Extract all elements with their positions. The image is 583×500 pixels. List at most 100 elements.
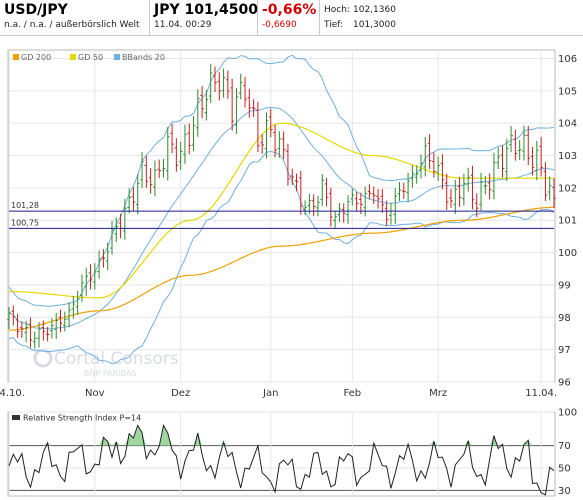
candle: [522, 125, 526, 161]
candle: [311, 194, 316, 217]
price-tick-label: 102: [558, 183, 577, 194]
chart-legend: GD 200 GD 50 BBands 20: [13, 53, 165, 62]
candle: [200, 85, 204, 119]
candle: [71, 295, 76, 319]
candle: [410, 165, 415, 188]
watermark-subtitle: BNP PARIBAS: [84, 369, 137, 378]
candle: [153, 160, 157, 197]
candle: [380, 188, 385, 213]
watermark-logo: [33, 348, 53, 368]
candle: [517, 140, 522, 160]
candle: [80, 274, 84, 302]
change-cell: -0,66% -0,6690: [258, 0, 320, 36]
candle: [144, 155, 149, 188]
price-tick-label: 104: [558, 119, 577, 130]
candle: [543, 162, 548, 202]
legend-swatch: [70, 54, 76, 60]
price-chart: Cortal Consors BNP PARIBAS 101,28100,75 …: [0, 49, 577, 399]
legend-label: GD 50: [78, 53, 103, 62]
candle: [526, 125, 531, 166]
time-axis: 14.10. Nov Dez Jan Feb Mrz 11.04.: [0, 388, 557, 399]
candle: [273, 124, 277, 158]
candle: [286, 143, 290, 186]
candle: [114, 217, 119, 242]
candle: [54, 312, 59, 340]
candle: [341, 203, 346, 223]
watermark: Cortal Consors BNP PARIBAS: [33, 348, 179, 378]
price-tick-label: 97: [558, 345, 571, 356]
market-label: n.a. / n.a. / außerbörslich Welt: [4, 20, 140, 30]
candlesticks: [7, 63, 556, 349]
candle: [397, 181, 402, 201]
candle: [290, 168, 295, 185]
price-value: JPY 101,4500: [154, 2, 258, 18]
rsi-tick-label: 100: [558, 408, 577, 419]
price-tick-label: 101: [558, 216, 577, 227]
candle: [303, 200, 307, 216]
candle: [37, 322, 41, 348]
candle: [299, 170, 303, 215]
candle: [213, 66, 217, 93]
low-label: Tief:: [324, 20, 344, 30]
candle: [50, 318, 54, 339]
price-datetime: 11.04. 00:29: [154, 20, 212, 30]
candle: [28, 317, 33, 348]
watermark-title: Cortal Consors: [54, 349, 179, 369]
candle: [238, 73, 243, 100]
price-tick-label: 100: [558, 248, 577, 259]
bband-upper: [8, 54, 555, 307]
candle: [217, 72, 222, 101]
candle: [487, 173, 492, 200]
reference-lines: 101,28 100,75: [9, 201, 554, 229]
candle: [127, 188, 131, 214]
candle: [535, 140, 539, 181]
candle: [539, 137, 543, 177]
candle: [67, 302, 71, 328]
candle: [530, 146, 535, 176]
candle: [419, 154, 423, 179]
candle: [251, 99, 256, 117]
price-tick-label: 99: [558, 280, 571, 291]
reference-line-label: 100,75: [11, 218, 39, 227]
rsi-axis: 30 50 70 100: [558, 408, 577, 497]
candle: [466, 167, 470, 192]
candle: [432, 152, 436, 178]
candle: [333, 210, 337, 228]
candle: [131, 187, 136, 211]
quote-header: USD/JPY n.a. / n.a. / außerbörslich Welt…: [0, 0, 583, 36]
candle: [440, 154, 445, 190]
candle: [449, 188, 453, 208]
rsi-legend-swatch: [12, 415, 20, 420]
candle: [504, 138, 509, 182]
candle: [157, 159, 161, 179]
candle: [165, 127, 170, 181]
candle: [110, 220, 114, 255]
price-grid: [8, 52, 554, 383]
candle: [376, 188, 380, 209]
candle: [226, 70, 230, 99]
price-tick-label: 98: [558, 313, 571, 324]
price-cell: JPY 101,4500 11.04. 00:29: [150, 0, 258, 36]
candle: [324, 177, 329, 207]
symbol-cell: USD/JPY n.a. / n.a. / außerbörslich Welt: [0, 0, 150, 36]
candle: [264, 112, 269, 159]
candle: [24, 320, 28, 343]
candle: [354, 192, 359, 212]
candle: [58, 309, 63, 333]
gd200-line: [8, 206, 555, 331]
candle: [15, 313, 20, 338]
symbol-title: USD/JPY: [4, 2, 68, 18]
rsi-grid: [8, 411, 554, 496]
legend-label: BBands 20: [122, 53, 165, 62]
time-tick-label: 14.10.: [0, 388, 25, 399]
candle: [84, 267, 89, 296]
candle: [414, 165, 419, 184]
rsi-tick-label: 30: [558, 486, 571, 497]
price-plot-frame: [7, 49, 556, 383]
candle: [243, 76, 247, 108]
candle: [230, 78, 234, 131]
gd50-line: [8, 122, 554, 299]
candle: [191, 116, 196, 152]
high-low-cell: Hoch: 102,1360 Tief: 101,3000: [320, 0, 583, 36]
price-tick-label: 103: [558, 151, 577, 162]
